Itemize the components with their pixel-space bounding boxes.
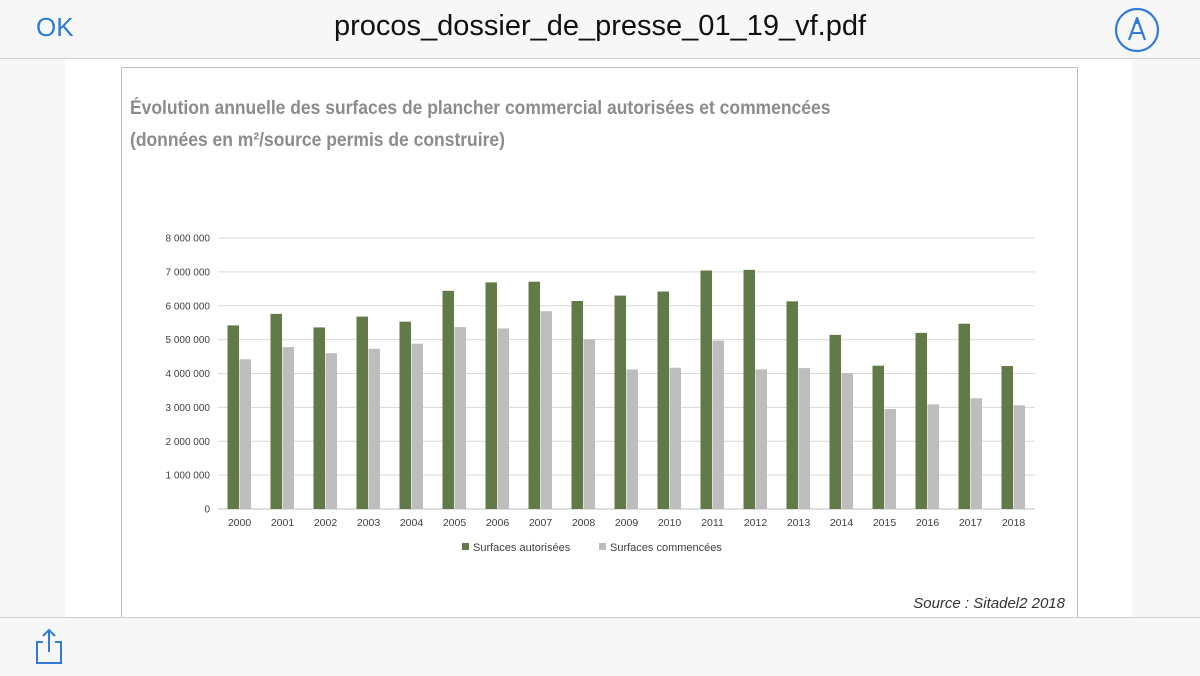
y-tick-label: 8 000 000 [166,234,211,245]
bar-autorisees [528,281,540,509]
markup-pen-icon [1114,7,1160,53]
x-tick-label: 2010 [658,517,682,529]
bar-commencees [626,369,638,509]
legend-label: Surfaces commencées [610,542,722,554]
markup-button[interactable] [1114,7,1160,53]
bar-autorisees [915,332,927,509]
ok-button[interactable]: OK [36,12,74,42]
y-tick-label: 5 000 000 [166,335,211,346]
bar-commencees [669,367,681,509]
x-tick-label: 2006 [486,517,510,529]
x-tick-label: 2012 [744,517,768,529]
legend-label: Surfaces autorisées [473,542,571,554]
bar-autorisees [485,282,497,509]
figure-frame: Évolution annuelle des surfaces de planc… [121,67,1078,628]
bar-commencees [368,348,380,509]
legend-swatch [462,543,469,550]
bar-autorisees [700,270,712,509]
document-title: procos_dossier_de_presse_01_19_vf.pdf [333,10,867,42]
share-button[interactable] [33,626,65,666]
x-tick-label: 2000 [228,517,252,529]
bar-autorisees [399,321,411,509]
bar-autorisees [657,291,669,509]
bar-commencees [798,368,810,509]
x-tick-label: 2005 [443,517,467,529]
figure-source: Source : Sitadel2 2018 [913,595,1065,612]
bar-autorisees [571,301,583,509]
y-tick-label: 6 000 000 [166,301,211,312]
bar-autorisees [786,301,798,509]
bar-autorisees [356,316,368,509]
bar-commencees [884,409,896,509]
bar-commencees [970,398,982,509]
x-tick-label: 2017 [959,517,983,529]
x-tick-label: 2002 [314,517,338,529]
x-tick-label: 2016 [916,517,940,529]
bottom-toolbar [0,617,1200,676]
bar-commencees [583,339,595,509]
legend-swatch [599,543,606,550]
document-viewer[interactable]: Évolution annuelle des surfaces de planc… [0,59,1200,628]
bar-commencees [540,311,552,509]
bar-autorisees [270,313,282,509]
x-tick-label: 2008 [572,517,596,529]
bar-commencees [927,404,939,509]
y-tick-label: 1 000 000 [166,471,211,482]
y-tick-label: 7 000 000 [166,267,211,278]
bar-autorisees [442,290,454,509]
figure-title: Évolution annuelle des surfaces de planc… [130,98,831,119]
bar-autorisees [958,323,970,509]
bar-commencees [1013,405,1025,509]
y-tick-label: 3 000 000 [166,403,211,414]
bar-chart: 0 1 000 000 2 000 000 3 000 000 4 000 000 5 0… [166,234,1035,554]
bar-commencees [411,343,423,509]
x-tick-label: 2013 [787,517,811,529]
bar-commencees [712,340,724,509]
bar-commencees [454,327,466,509]
bar-autorisees [313,327,325,509]
pdf-page: Évolution annuelle des surfaces de planc… [65,59,1132,628]
x-tick-label: 2009 [615,517,639,529]
share-icon [36,628,62,664]
y-tick-label: 0 [204,505,210,516]
x-tick-label: 2007 [529,517,553,529]
x-tick-label: 2011 [701,517,724,529]
bar-autorisees [1001,366,1013,509]
bar-commencees [841,373,853,509]
figure-subtitle: (données en m²/source permis de construi… [130,130,505,151]
bar-commencees [282,347,294,509]
x-tick-label: 2003 [357,517,381,529]
x-tick-label: 2001 [271,517,295,529]
bar-autorisees [829,334,841,509]
x-tick-label: 2004 [400,517,424,529]
y-tick-label: 2 000 000 [166,437,211,448]
bar-commencees [755,369,767,509]
bar-autorisees [872,365,884,509]
y-tick-label: 4 000 000 [166,369,211,380]
bar-autorisees [227,325,239,509]
top-toolbar: OK procos_dossier_de_presse_01_19_vf.pdf [0,0,1200,59]
bar-commencees [239,359,251,509]
bar-commencees [497,328,509,509]
bar-autorisees [614,295,626,509]
bar-commencees [325,353,337,509]
x-tick-label: 2014 [830,517,854,529]
bar-autorisees [743,269,755,509]
x-tick-label: 2015 [873,517,897,529]
x-tick-label: 2018 [1002,517,1026,529]
